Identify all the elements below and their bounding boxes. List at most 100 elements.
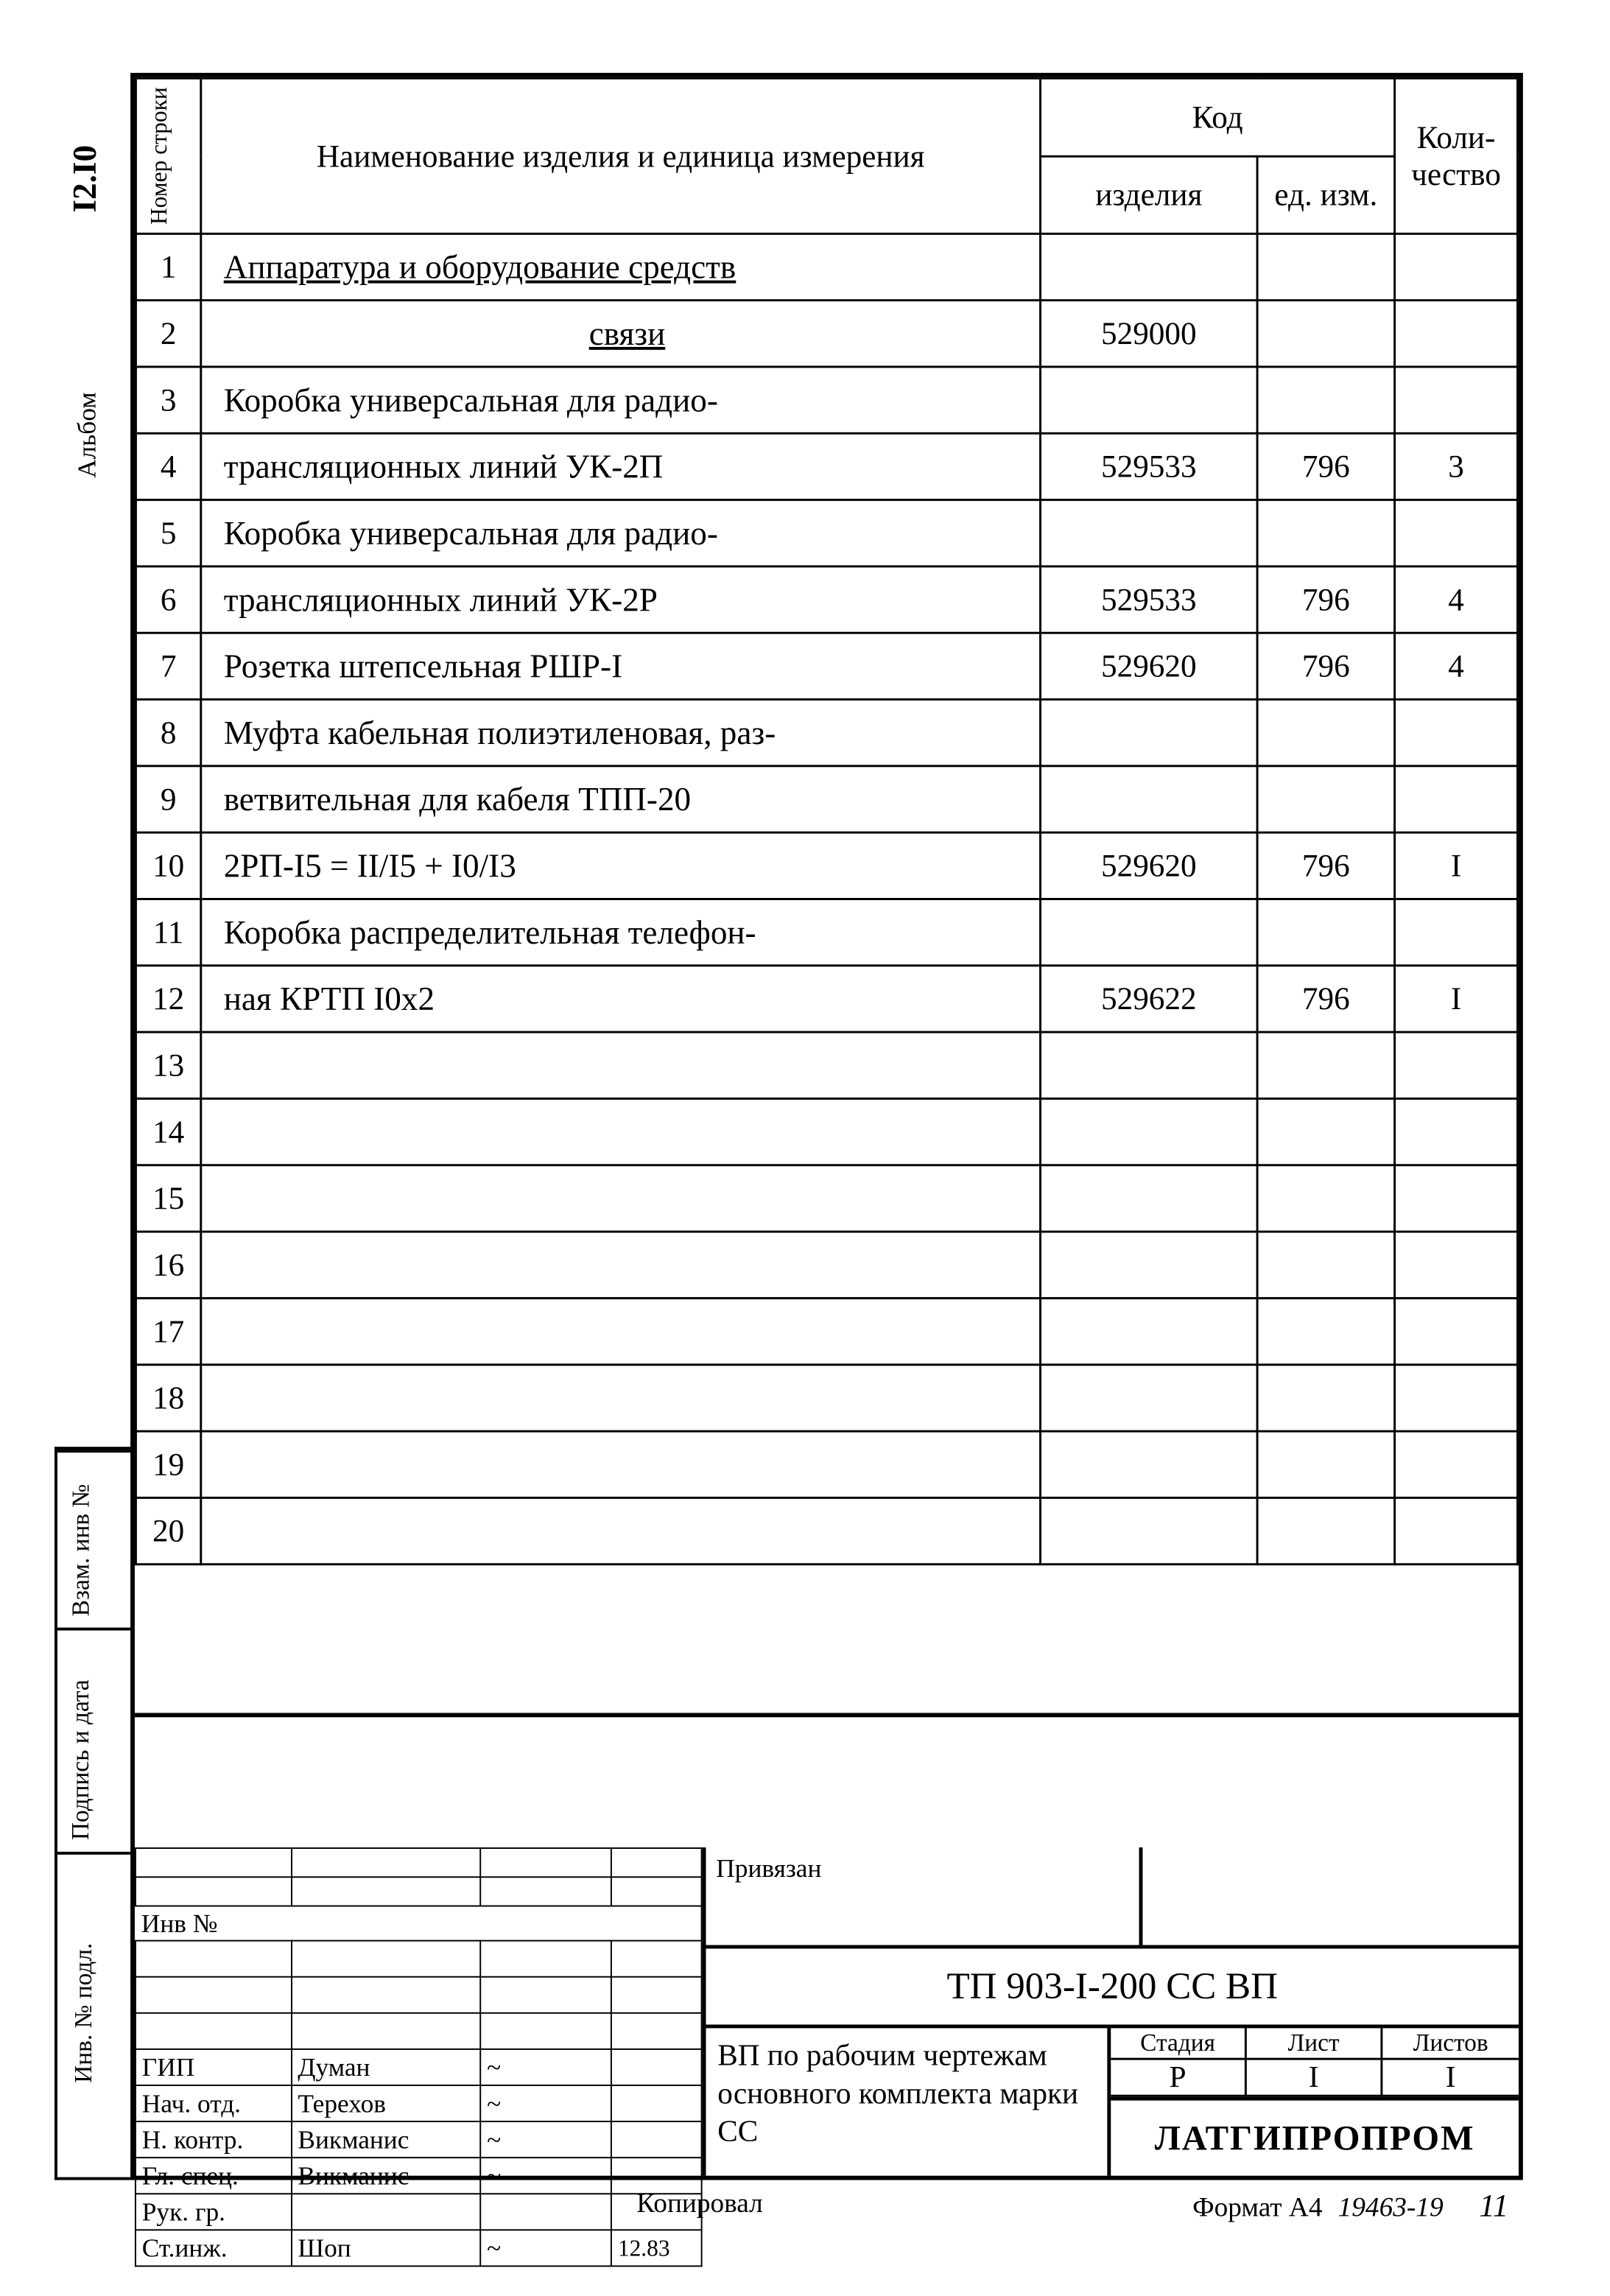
hdr-kod: Код [1041, 78, 1395, 156]
row-name: связи [201, 301, 1041, 367]
row-ed [1257, 1032, 1395, 1098]
role-date: 12.83 [611, 2230, 702, 2266]
role-sign [480, 1941, 611, 1977]
row-qty [1395, 1431, 1518, 1498]
role-role [136, 1941, 292, 1977]
role-sign: ~ [480, 2085, 611, 2121]
row-izd: 529622 [1041, 966, 1258, 1032]
row-num: 17 [136, 1298, 200, 1364]
row-izd [1041, 766, 1258, 832]
role-name [292, 2013, 480, 2049]
row-qty [1395, 234, 1518, 300]
role-date [611, 2121, 702, 2158]
gap-area [135, 1619, 1519, 1713]
role-date [611, 1977, 702, 2013]
row-num: 3 [136, 367, 200, 433]
blank-cell [292, 1877, 480, 1906]
row-qty: 4 [1395, 633, 1518, 699]
row-name: Коробка распределительная телефон- [201, 899, 1041, 965]
blank-cell [136, 1848, 292, 1877]
row-ed [1257, 1098, 1395, 1165]
role-role: Нач. отд. [136, 2085, 292, 2121]
row-ed [1257, 1165, 1395, 1232]
row-num: 1 [136, 234, 200, 300]
row-qty [1395, 1165, 1518, 1232]
row-num: 12 [136, 966, 200, 1032]
row-izd [1041, 1298, 1258, 1364]
role-row: ГИПДуман~ [136, 2049, 702, 2085]
row-ed [1257, 700, 1395, 766]
hdr-ed: ед. изм. [1257, 156, 1395, 234]
kopir-label: Копировал [636, 2187, 763, 2219]
row-qty [1395, 1365, 1518, 1431]
row-qty: I [1395, 832, 1518, 899]
row-num: 19 [136, 1431, 200, 1498]
row-num: 15 [136, 1165, 200, 1232]
row-num: 18 [136, 1365, 200, 1431]
table-row: 12ная КРТП I0х2529622796I [136, 966, 1517, 1032]
stage-v-ls: I [1382, 2060, 1519, 2097]
priv-label: Привязан [706, 1847, 1143, 1948]
hdr-qty: Коли- чество [1395, 78, 1518, 234]
role-name: Шоп [292, 2230, 480, 2266]
role-row [136, 1941, 702, 1977]
stage-v-l: I [1247, 2060, 1383, 2097]
album-code: I2.I0 [66, 145, 104, 213]
blank-cell [292, 1848, 480, 1877]
hdr-name: Наименование изделия и единица измерения [201, 78, 1041, 234]
row-qty [1395, 766, 1518, 832]
format-label: Формат А4 [1192, 2192, 1322, 2222]
row-qty [1395, 1498, 1518, 1564]
row-num: 6 [136, 566, 200, 633]
row-qty [1395, 367, 1518, 433]
role-role [136, 2013, 292, 2049]
row-ed [1257, 367, 1395, 433]
row-name: Розетка штепсельная РШР-I [201, 633, 1041, 699]
row-izd [1041, 1098, 1258, 1165]
title-right: Привязан ТП 903-I-200 СС ВП ВП по рабочи… [706, 1847, 1519, 2176]
blank-cell [136, 1877, 292, 1906]
row-num: 9 [136, 766, 200, 832]
table-row: 14 [136, 1098, 1517, 1165]
row-qty [1395, 1232, 1518, 1298]
stage-table: Стадия Лист Листов Р I I [1111, 2028, 1519, 2100]
stage-h-ls: Листов [1382, 2028, 1519, 2060]
row-izd [1041, 1498, 1258, 1564]
row-izd: 529000 [1041, 301, 1258, 367]
inv-no-label: Инв № [136, 1906, 702, 1941]
table-row: 19 [136, 1431, 1517, 1498]
row-name [201, 1498, 1041, 1564]
row-name [201, 1165, 1041, 1232]
priv-right-box [1142, 1847, 1518, 1948]
row-ed [1257, 1498, 1395, 1564]
row-qty [1395, 301, 1518, 367]
row-izd: 529533 [1041, 566, 1258, 633]
role-row: Н. контр.Викманис~ [136, 2121, 702, 2158]
row-num: 7 [136, 633, 200, 699]
album-label: Альбом [71, 392, 102, 478]
row-name [201, 1098, 1041, 1165]
row-izd [1041, 1232, 1258, 1298]
role-role: Ст.инж. [136, 2230, 292, 2266]
row-ed [1257, 1431, 1395, 1498]
row-num: 5 [136, 500, 200, 566]
role-name: Терехов [292, 2085, 480, 2121]
row-ed [1257, 1232, 1395, 1298]
role-row: Ст.инж.Шоп~12.83 [136, 2230, 702, 2266]
row-num: 4 [136, 433, 200, 499]
row-name [201, 1365, 1041, 1431]
row-izd: 529620 [1041, 633, 1258, 699]
role-sign [480, 2013, 611, 2049]
role-row [136, 1977, 702, 2013]
row-num: 16 [136, 1232, 200, 1298]
row-name: трансляционных линий УК-2Р [201, 566, 1041, 633]
row-num: 10 [136, 832, 200, 899]
table-row: 17 [136, 1298, 1517, 1364]
table-row: 16 [136, 1232, 1517, 1298]
podp-label: Подпись и дата [68, 1679, 95, 1840]
row-name [201, 1032, 1041, 1098]
row-qty [1395, 500, 1518, 566]
role-date [611, 2013, 702, 2049]
row-qty [1395, 700, 1518, 766]
table-row: 5Коробка универсальная для радио- [136, 500, 1517, 566]
